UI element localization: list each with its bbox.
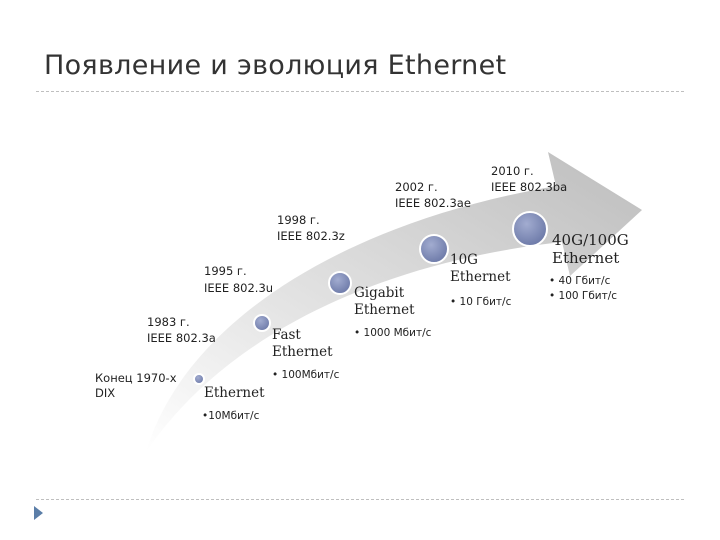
milestone-standard-8023u: IEEE 802.3u	[204, 281, 274, 295]
title-divider	[36, 91, 684, 92]
milestone-tech-40g-100g-ethernet: 40G/100G Ethernet	[552, 231, 629, 267]
milestone-standard-dix: DIX	[95, 386, 116, 400]
milestone-tech-ethernet: Ethernet	[204, 385, 265, 401]
timeline-node-3	[328, 271, 352, 295]
milestone-speed-40g: • 40 Гбит/с	[549, 275, 611, 287]
milestone-year-1998: 1998 г.	[277, 213, 320, 227]
timeline-node-4	[419, 234, 449, 264]
milestone-year-2002: 2002 г.	[395, 180, 438, 194]
milestone-standard-8023ae: IEEE 802.3ae	[395, 196, 471, 210]
milestone-year-2010: 2010 г.	[491, 164, 534, 178]
milestone-tech-gigabit-ethernet: Gigabit Ethernet	[354, 285, 415, 318]
milestone-speed-10g-ethernet: • 10 Гбит/с	[450, 296, 512, 308]
timeline-node-5	[512, 211, 548, 247]
milestone-standard-8023ba: IEEE 802.3ba	[491, 180, 568, 194]
milestone-standard-8023a: IEEE 802.3a	[147, 331, 216, 345]
timeline-node-1	[193, 373, 205, 385]
milestone-year-1983: 1983 г.	[147, 315, 190, 329]
milestone-speed-fast-ethernet: • 100Мбит/с	[272, 369, 340, 381]
milestone-speed-100g: • 100 Гбит/с	[549, 290, 618, 302]
milestone-year-1995: 1995 г.	[204, 264, 247, 278]
page-title: Появление и эволюция Ethernet	[44, 50, 507, 81]
milestone-year-1970s: Конец 1970-х	[95, 371, 177, 385]
milestone-tech-fast-ethernet: Fast Ethernet	[272, 327, 333, 360]
triangle-right-icon	[34, 506, 43, 520]
timeline-node-2	[253, 314, 271, 332]
milestone-speed-gigabit-ethernet: • 1000 Мбит/с	[354, 327, 432, 339]
footer-divider	[36, 499, 684, 500]
milestone-standard-8023z: IEEE 802.3z	[277, 229, 345, 243]
milestone-tech-10g-ethernet: 10G Ethernet	[450, 252, 511, 285]
milestone-speed-ethernet: •10Мбит/с	[202, 410, 260, 422]
